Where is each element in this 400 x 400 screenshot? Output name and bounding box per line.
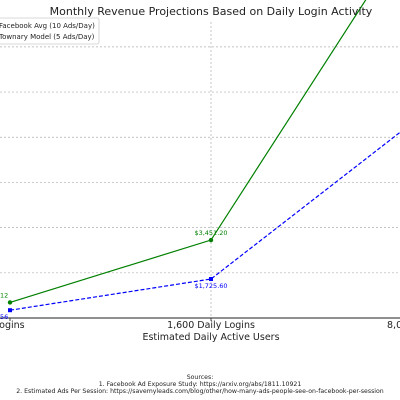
data-point-marker	[209, 277, 213, 282]
series-line-1	[9, 131, 400, 311]
x-axis-label: Estimated Daily Active Users	[142, 332, 279, 343]
data-point-marker	[7, 300, 13, 305]
series-line-0	[9, 0, 367, 303]
grid-layer	[0, 22, 400, 321]
data-label: 12	[0, 291, 8, 299]
data-label: 56	[0, 313, 8, 321]
data-point-marker	[208, 237, 214, 243]
sources-block: Sources: 1. Facebook Ad Exposure Study: …	[16, 374, 384, 395]
sources-heading: Sources:	[187, 374, 214, 381]
legend-entry-townary: Townary Model (5 Ads/Day)	[0, 33, 95, 41]
series-layer	[7, 0, 400, 313]
legend-entry-facebook: Facebook Avg (10 Ads/Day)	[0, 22, 95, 30]
legend: Facebook Avg (10 Ads/Day) Townary Model …	[0, 17, 100, 45]
data-label: $3,451.20	[194, 229, 227, 237]
source-line-1: 1. Facebook Ad Exposure Study: https://a…	[99, 381, 302, 388]
chart-title: Monthly Revenue Projections Based on Dai…	[50, 5, 373, 18]
label-layer: 12 $3,451.20 56 $1,725.60	[0, 229, 228, 321]
data-label: $1,725.60	[194, 282, 227, 290]
source-line-2: 2. Estimated Ads Per Session: https://sa…	[16, 388, 384, 395]
x-tick-label-partial: Logins	[0, 320, 25, 331]
data-point-marker	[8, 308, 12, 313]
x-tick-label-right: 8,0	[387, 320, 400, 331]
legend-box	[0, 17, 100, 45]
x-tick-label-middle: 1,600 Daily Logins	[167, 320, 255, 331]
